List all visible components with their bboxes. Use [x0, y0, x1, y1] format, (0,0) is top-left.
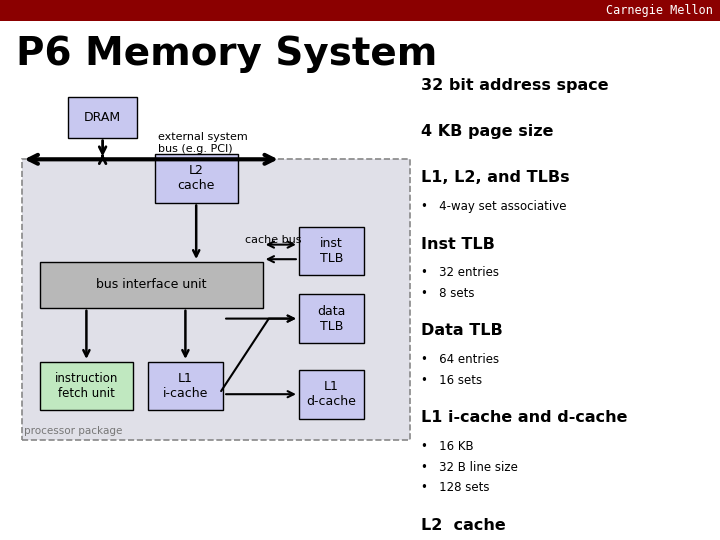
- Text: L1, L2, and TLBs: L1, L2, and TLBs: [421, 170, 570, 185]
- Text: •   32 entries: • 32 entries: [421, 266, 499, 279]
- Bar: [299, 370, 364, 418]
- Text: L1
i-cache: L1 i-cache: [163, 372, 208, 400]
- Text: data
TLB: data TLB: [317, 305, 346, 333]
- Bar: [0, 0, 720, 21]
- Text: •   128 sets: • 128 sets: [421, 481, 490, 494]
- Text: L1
d-cache: L1 d-cache: [306, 380, 356, 408]
- Text: L2
cache: L2 cache: [178, 164, 215, 192]
- Bar: [40, 262, 263, 308]
- Text: •   8 sets: • 8 sets: [421, 287, 474, 300]
- Text: cache bus: cache bus: [245, 235, 301, 245]
- Text: 32 bit address space: 32 bit address space: [421, 78, 609, 93]
- Text: instruction
fetch unit: instruction fetch unit: [55, 372, 118, 400]
- Text: processor package: processor package: [24, 426, 122, 436]
- Bar: [155, 154, 238, 202]
- Text: L1 i-cache and d-cache: L1 i-cache and d-cache: [421, 410, 628, 426]
- Text: •   32 B line size: • 32 B line size: [421, 461, 518, 474]
- Bar: [148, 362, 223, 410]
- Text: •   16 sets: • 16 sets: [421, 374, 482, 387]
- Text: •   4-way set associative: • 4-way set associative: [421, 200, 567, 213]
- Bar: [22, 159, 410, 440]
- Text: inst
TLB: inst TLB: [320, 237, 343, 265]
- Text: Inst TLB: Inst TLB: [421, 237, 495, 252]
- Bar: [299, 227, 364, 275]
- Text: •   64 entries: • 64 entries: [421, 353, 500, 366]
- Text: L2  cache: L2 cache: [421, 518, 506, 533]
- Text: bus interface unit: bus interface unit: [96, 278, 207, 292]
- Text: external system
bus (e.g. PCI): external system bus (e.g. PCI): [158, 132, 248, 154]
- Text: 4 KB page size: 4 KB page size: [421, 124, 554, 139]
- Bar: [299, 294, 364, 343]
- Bar: [68, 97, 137, 138]
- Text: •   16 KB: • 16 KB: [421, 440, 474, 453]
- Text: Data TLB: Data TLB: [421, 323, 503, 339]
- Text: P6 Memory System: P6 Memory System: [16, 35, 437, 73]
- Text: Carnegie Mellon: Carnegie Mellon: [606, 4, 713, 17]
- Bar: [40, 362, 133, 410]
- Text: DRAM: DRAM: [84, 111, 121, 124]
